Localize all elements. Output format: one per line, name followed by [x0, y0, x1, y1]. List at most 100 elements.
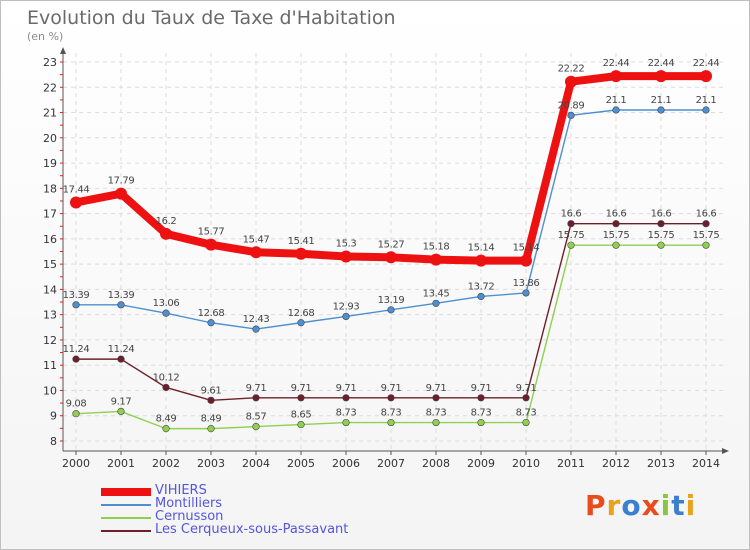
- y-axis-arrow: [60, 47, 66, 54]
- y-tick-label: 17: [43, 208, 57, 221]
- data-point-vihiers: [565, 75, 577, 88]
- data-point-les-cerqueux-sous-passavant: [162, 383, 170, 392]
- data-label-les-cerqueux-sous-passavant: 16.6: [696, 209, 717, 220]
- data-point-vihiers: [70, 196, 82, 209]
- legend-swatch-les-cerqueux: [101, 530, 151, 532]
- data-label-les-cerqueux-sous-passavant: 9.71: [291, 383, 312, 394]
- data-label-cernusson: 8.65: [291, 410, 312, 421]
- x-tick-label: 2014: [692, 457, 720, 470]
- data-label-cernusson: 15.75: [648, 230, 675, 241]
- data-point-les-cerqueux-sous-passavant: [522, 394, 530, 402]
- x-tick-label: 2009: [467, 457, 495, 470]
- data-label-vihiers: 15.14: [513, 243, 540, 254]
- data-point-montilliers: [252, 325, 260, 333]
- data-label-les-cerqueux-sous-passavant: 9.71: [471, 383, 492, 394]
- data-label-montilliers: 21.1: [606, 95, 627, 106]
- x-tick-label: 2001: [107, 457, 135, 470]
- data-point-cernusson: [477, 418, 485, 427]
- x-axis-arrow: [722, 448, 729, 454]
- data-point-cernusson: [162, 425, 170, 433]
- data-point-vihiers: [430, 253, 442, 266]
- x-tick-label: 2011: [557, 457, 585, 470]
- data-label-vihiers: 15.47: [243, 234, 270, 245]
- y-tick-label: 11: [43, 359, 57, 372]
- data-point-vihiers: [700, 70, 712, 83]
- y-tick-label: 10: [43, 384, 57, 397]
- y-tick-label: 9: [50, 410, 57, 423]
- data-label-les-cerqueux-sous-passavant: 9.71: [336, 383, 357, 394]
- brand-letter: r: [606, 489, 622, 522]
- data-point-vihiers: [205, 238, 217, 251]
- data-label-vihiers: 22.44: [648, 58, 675, 69]
- legend-label-montilliers: Montilliers: [155, 496, 223, 511]
- data-point-vihiers: [115, 187, 127, 200]
- data-label-cernusson: 15.75: [558, 230, 585, 241]
- data-label-vihiers: 15.41: [288, 236, 315, 247]
- legend-swatch-cernusson: [101, 517, 151, 519]
- data-point-montilliers: [432, 299, 440, 307]
- data-point-cernusson: [342, 418, 350, 427]
- y-tick-label: 18: [43, 182, 57, 195]
- data-label-vihiers: 22.22: [558, 64, 585, 75]
- data-label-les-cerqueux-sous-passavant: 9.71: [426, 383, 447, 394]
- legend-label-cernusson: Cernusson: [155, 509, 224, 524]
- chart-title: Evolution du Taux de Taxe d'Habitation: [27, 7, 396, 29]
- data-point-montilliers: [342, 312, 350, 321]
- x-tick-label: 2003: [197, 457, 225, 470]
- data-label-vihiers: 15.14: [468, 243, 495, 254]
- data-point-montilliers: [702, 106, 710, 114]
- data-point-montilliers: [567, 111, 575, 119]
- chart-subtitle: (en %): [27, 30, 64, 43]
- x-tick-label: 2007: [377, 457, 405, 470]
- data-label-montilliers: 12.68: [288, 308, 315, 319]
- data-label-les-cerqueux-sous-passavant: 9.61: [201, 385, 222, 396]
- data-label-cernusson: 8.73: [381, 408, 402, 419]
- data-point-montilliers: [477, 292, 485, 301]
- brand-letter: i: [685, 489, 697, 522]
- y-tick-label: 20: [43, 132, 57, 145]
- data-label-cernusson: 8.49: [201, 414, 222, 425]
- brand-letter: P: [585, 489, 607, 522]
- y-tick-label: 14: [43, 283, 57, 296]
- data-point-montilliers: [117, 301, 125, 309]
- data-label-les-cerqueux-sous-passavant: 16.6: [561, 209, 582, 220]
- brand-letter: x: [641, 489, 661, 522]
- data-point-cernusson: [387, 418, 395, 427]
- data-label-les-cerqueux-sous-passavant: 11.24: [108, 344, 135, 355]
- y-tick-label: 13: [43, 309, 57, 322]
- data-point-cernusson: [567, 241, 575, 249]
- data-label-montilliers: 13.19: [378, 295, 405, 306]
- data-point-les-cerqueux-sous-passavant: [432, 394, 440, 402]
- data-label-cernusson: 15.75: [603, 230, 630, 241]
- data-point-montilliers: [522, 289, 530, 297]
- data-label-vihiers: 22.44: [603, 58, 630, 69]
- data-point-cernusson: [117, 407, 125, 416]
- data-label-vihiers: 17.79: [108, 176, 135, 187]
- brand-letter: i: [660, 489, 672, 522]
- data-point-montilliers: [387, 306, 395, 314]
- legend-swatch-montilliers: [101, 504, 151, 506]
- data-point-cernusson: [297, 420, 305, 429]
- data-point-les-cerqueux-sous-passavant: [207, 396, 215, 404]
- data-label-montilliers: 13.39: [108, 290, 135, 301]
- data-point-vihiers: [655, 70, 667, 83]
- brand-logo: Proxiti: [585, 489, 696, 522]
- data-label-vihiers: 16.2: [156, 216, 177, 227]
- data-point-vihiers: [520, 254, 532, 267]
- data-point-cernusson: [522, 418, 530, 427]
- data-label-les-cerqueux-sous-passavant: 9.71: [381, 383, 402, 394]
- brand-letter: t: [671, 489, 686, 522]
- data-point-vihiers: [340, 250, 352, 263]
- data-point-les-cerqueux-sous-passavant: [342, 394, 350, 402]
- legend-label-les-cerqueux: Les Cerqueux-sous-Passavant: [155, 522, 349, 537]
- y-tick-label: 21: [43, 107, 57, 120]
- data-point-vihiers: [610, 70, 622, 83]
- data-label-cernusson: 8.73: [471, 408, 492, 419]
- data-point-montilliers: [612, 106, 620, 114]
- y-tick-label: 23: [43, 56, 57, 69]
- data-label-vihiers: 15.27: [378, 239, 405, 250]
- data-point-cernusson: [657, 241, 665, 249]
- data-label-les-cerqueux-sous-passavant: 9.71: [516, 383, 537, 394]
